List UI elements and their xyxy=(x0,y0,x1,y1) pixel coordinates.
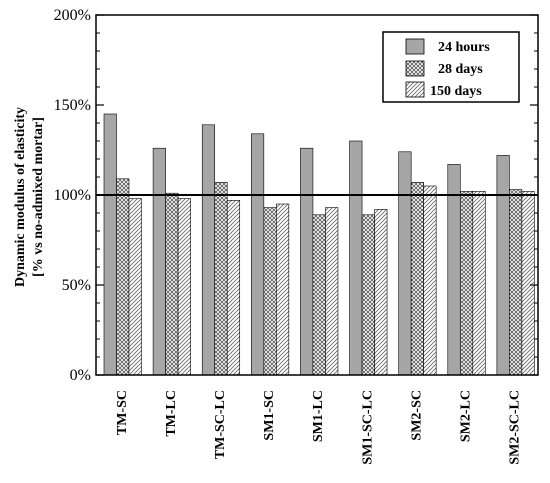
x-tick-label-tm-lc: TM-LC xyxy=(164,390,179,437)
bar-sm2-sc-28-days xyxy=(410,182,424,376)
x-tick-label-sm1-sc: SM1-SC xyxy=(262,390,277,441)
legend-label-28-days: 28 days xyxy=(438,62,483,77)
x-tick-label-sm2-sc-lc: SM2-SC-LC xyxy=(508,390,523,465)
bar-sm1-sc-lc-28-days xyxy=(361,214,375,376)
legend-swatch-28-days xyxy=(405,60,425,77)
x-tick-label-sm2-sc: SM2-SC xyxy=(409,390,424,441)
bar-sm2-sc-lc-150-days xyxy=(521,191,535,376)
y-axis: 0% 50% 100% 150% 200% xyxy=(54,7,538,384)
bar-sm1-sc-150-days xyxy=(276,203,290,376)
bar-sm2-lc-28-days xyxy=(459,191,474,376)
bar-tm-sc-lc-24-hours xyxy=(201,124,216,376)
legend-swatch-150-days xyxy=(405,81,425,98)
bar-tm-sc-24-hours xyxy=(103,113,117,376)
bar-tm-sc-150-days xyxy=(128,198,142,376)
bar-tm-sc-28-days xyxy=(116,178,130,376)
bar-sm2-sc-150-days xyxy=(423,185,437,376)
legend: 24 hours 28 days 150 days xyxy=(382,31,520,103)
y-axis-title-line-1: Dynamic modulus of elasticity xyxy=(13,107,28,287)
bar-sm1-sc-24-hours xyxy=(251,133,265,376)
bar-sm2-lc-150-days xyxy=(472,191,486,376)
x-tick-label-sm1-sc-lc: SM1-SC-LC xyxy=(360,390,375,465)
bar-tm-sc-lc-28-days xyxy=(214,182,228,376)
bar-sm1-lc-24-hours xyxy=(300,147,314,376)
x-tick-label-tm-sc-lc: TM-SC-LC xyxy=(213,390,228,459)
y-axis-title-line-2: [% vs no-admixed mortar] xyxy=(31,117,46,277)
legend-label-24-hours: 24 hours xyxy=(438,40,490,55)
y-tick-label-50: 50% xyxy=(62,277,91,294)
legend-label-150-days: 150 days xyxy=(430,84,482,99)
bar-tm-lc-24-hours xyxy=(152,147,166,376)
bar-sm1-sc-lc-150-days xyxy=(374,209,388,376)
bar-sm2-sc-24-hours xyxy=(398,151,412,376)
legend-swatch-24-hours xyxy=(405,38,425,55)
y-axis-title: Dynamic modulus of elasticity [% vs no-a… xyxy=(13,107,46,287)
x-axis: TM-SC TM-LC TM-SC-LC SM1-SC SM1-LC SM1-SC-LC S… xyxy=(115,390,523,465)
bar-sm2-sc-lc-28-days xyxy=(509,189,523,376)
x-tick-label-sm2-lc: SM2-LC xyxy=(459,390,474,442)
y-tick-label-0: 0% xyxy=(70,367,91,384)
plot-area xyxy=(95,14,539,376)
bar-sm2-sc-lc-24-hours xyxy=(496,155,510,376)
bar-sm1-sc-lc-24-hours xyxy=(349,140,363,376)
bar-tm-sc-lc-150-days xyxy=(226,200,241,376)
y-tick-label-200: 200% xyxy=(54,7,91,24)
x-tick-label-sm1-lc: SM1-LC xyxy=(311,390,326,442)
bar-tm-lc-28-days xyxy=(165,192,179,376)
y-tick-label-100: 100% xyxy=(54,187,91,204)
bar-sm1-lc-150-days xyxy=(325,207,339,376)
bar-tm-lc-150-days xyxy=(177,198,191,376)
y-tick-label-150: 150% xyxy=(54,97,91,114)
bar-sm1-lc-28-days xyxy=(312,214,326,376)
x-tick-label-tm-sc: TM-SC xyxy=(115,390,130,435)
bar-sm1-sc-28-days xyxy=(263,207,277,376)
